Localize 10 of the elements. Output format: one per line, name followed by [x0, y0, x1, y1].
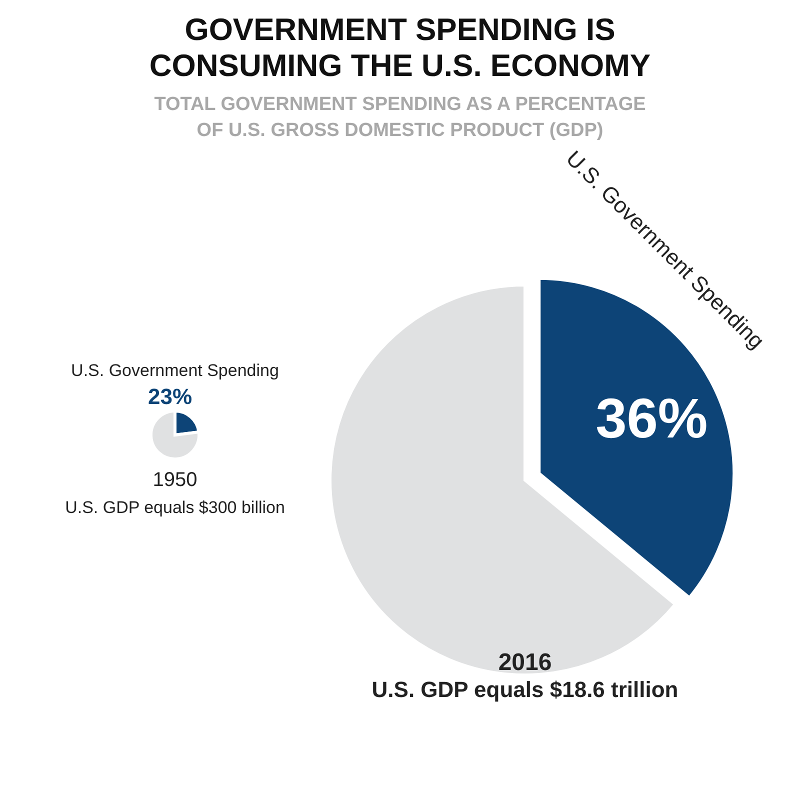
pie-slice	[150, 410, 200, 460]
slice-label: U.S. Government Spending	[71, 361, 279, 380]
text: U.S. GDP equals $300 billion	[65, 498, 285, 517]
data-label: 36%	[596, 386, 708, 450]
text: GOVERNMENT SPENDING IS CONSUMING THE U.S. ECONOMY	[149, 12, 651, 83]
text: U.S. GDP equals $18.6 trillion	[372, 677, 678, 702]
text: 2016	[498, 649, 552, 676]
data-label: 23%	[148, 384, 192, 409]
text: TOTAL GOVERNMENT SPENDING AS A PERCENTAGE OF U.S. GROSS DOMESTIC PRODUCT (GDP)	[154, 94, 646, 141]
text: 1950	[152, 469, 198, 491]
